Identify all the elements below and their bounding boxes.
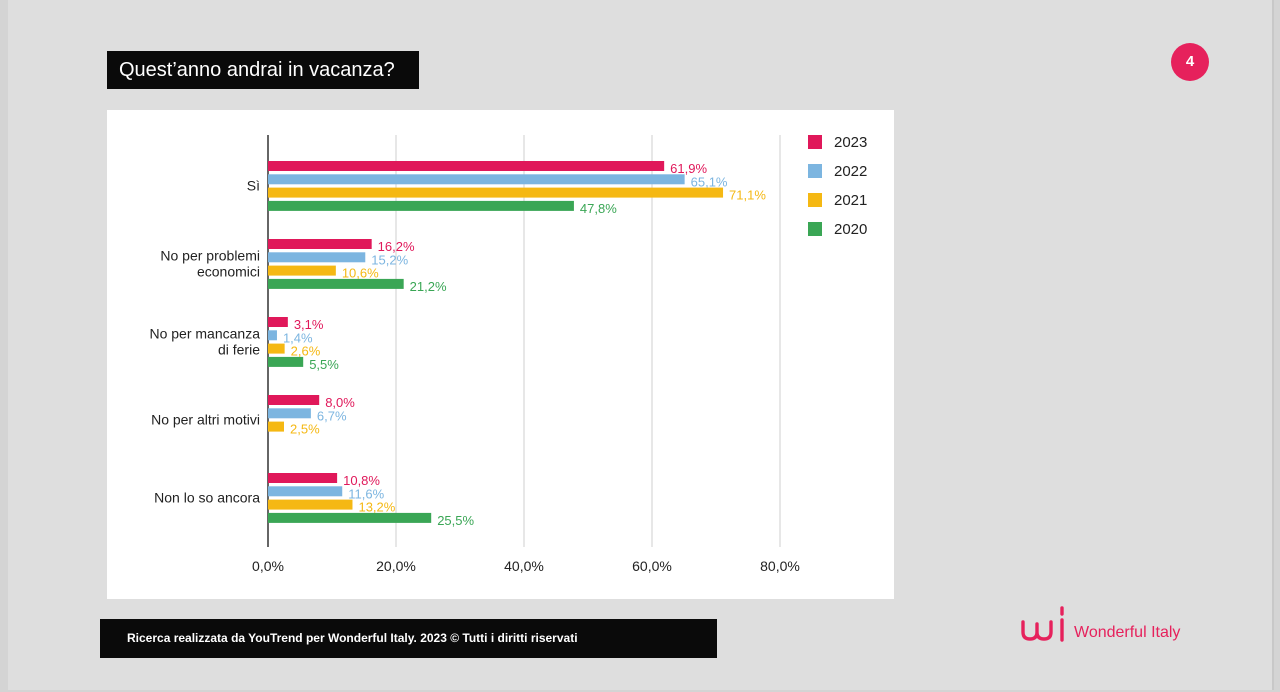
legend-swatch-2022 — [808, 164, 822, 178]
x-tick-label: 20,0% — [376, 558, 416, 574]
category-label: No per problemi — [160, 248, 260, 264]
legend-label: 2021 — [834, 192, 867, 209]
bar-2022 — [268, 174, 685, 185]
wi-logo-icon — [1021, 606, 1064, 642]
bar-2022 — [268, 486, 343, 497]
bar-2021 — [268, 499, 353, 510]
data-label-2020: 5,5% — [309, 357, 339, 372]
bar-2020 — [268, 278, 404, 289]
bar-2022 — [268, 408, 311, 419]
category-label: No per mancanza — [149, 326, 260, 342]
data-label-2022: 6,7% — [317, 408, 347, 423]
category-label: economici — [197, 264, 260, 280]
data-label-2022: 15,2% — [371, 252, 408, 267]
data-label-2023: 3,1% — [294, 317, 324, 332]
legend-swatch-2020 — [808, 222, 822, 236]
bar-chart: 0,0% 20,0% 40,0% 60,0% 80,0% Sì 61,9%65,1%71,1… — [149, 134, 867, 574]
bar-2023 — [268, 239, 372, 249]
data-label-2020: 47,8% — [580, 201, 617, 216]
legend-label: 2020 — [834, 221, 867, 238]
slide-title: Quest’anno andrai in vacanza? — [107, 51, 419, 89]
data-label-2021: 71,1% — [729, 188, 766, 203]
category-label: No per altri motivi — [151, 412, 260, 428]
bar-2021 — [268, 421, 284, 432]
brand-name: Wonderful Italy — [1074, 624, 1181, 641]
data-label-2023: 8,0% — [325, 395, 355, 410]
footer-copyright: Ricerca realizzata da YouTrend per Wonde… — [100, 619, 717, 658]
legend-label: 2022 — [834, 163, 867, 180]
category-label: Sì — [247, 178, 260, 194]
data-label-2021: 13,2% — [358, 500, 395, 515]
data-label-2020: 21,2% — [410, 279, 447, 294]
bar-2023 — [268, 161, 665, 171]
category-label: di ferie — [218, 342, 260, 358]
bar-2021 — [268, 187, 724, 198]
bar-2023 — [268, 317, 288, 327]
brand: Wonderful Italy — [1020, 604, 1180, 644]
data-label-2021: 10,6% — [342, 266, 379, 281]
data-label-2023: 16,2% — [378, 239, 415, 254]
bar-2022 — [268, 252, 366, 263]
x-tick-label: 60,0% — [632, 558, 672, 574]
data-label-2020: 25,5% — [437, 513, 474, 528]
legend-swatch-2021 — [808, 193, 822, 207]
bar-2021 — [268, 265, 336, 276]
data-label-2021: 2,6% — [291, 344, 321, 359]
bar-2023 — [268, 395, 320, 405]
page-number-badge: 4 — [1171, 43, 1209, 81]
bar-2021 — [268, 343, 285, 354]
data-label-2022: 65,1% — [691, 174, 728, 189]
bar-2020 — [268, 356, 304, 367]
category-label: Non lo so ancora — [154, 490, 260, 506]
bar-2022 — [268, 330, 277, 341]
data-label-2022: 11,6% — [348, 486, 384, 501]
legend-swatch-2023 — [808, 135, 822, 149]
x-tick-label: 80,0% — [760, 558, 800, 574]
bar-2023 — [268, 473, 338, 483]
x-tick-label: 0,0% — [252, 558, 284, 574]
x-tick-label: 40,0% — [504, 558, 544, 574]
data-label-2022: 1,4% — [283, 330, 313, 345]
data-label-2021: 2,5% — [290, 422, 320, 437]
data-label-2023: 61,9% — [670, 161, 707, 176]
bar-2020 — [268, 512, 432, 523]
data-label-2023: 10,8% — [343, 473, 380, 488]
bar-2020 — [268, 200, 574, 211]
chart-card: 0,0% 20,0% 40,0% 60,0% 80,0% Sì 61,9% 65,1% 71,1… — [107, 110, 894, 599]
legend-label: 2023 — [834, 134, 867, 151]
